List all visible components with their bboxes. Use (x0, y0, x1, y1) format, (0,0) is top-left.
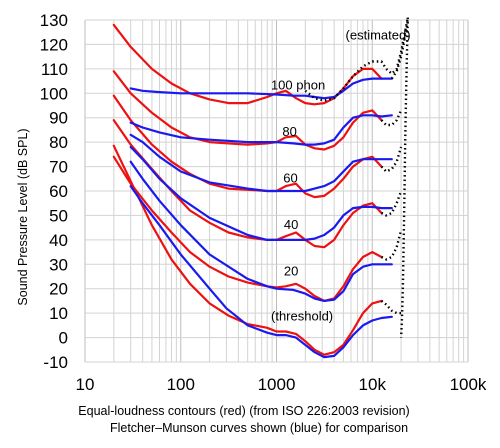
y-tick-label: 70 (49, 158, 68, 177)
x-tick-label: 1000 (258, 375, 296, 394)
y-tick-label: -10 (43, 353, 68, 372)
y-tick-label: 120 (40, 35, 68, 54)
y-axis-label: Sound Pressure Level (dB SPL) (16, 128, 30, 305)
fletcher-curve-11 (129, 185, 393, 359)
y-tick-label: 90 (49, 109, 68, 128)
estimated-curve-14 (390, 19, 409, 80)
caption-line-2: Fletcher–Munson curves shown (blue) for … (110, 421, 408, 435)
y-tick-label: 30 (49, 255, 68, 274)
y-tick-label: 0 (59, 329, 68, 348)
fletcher-curve-10 (129, 160, 393, 302)
fletcher-curve-8 (129, 133, 393, 193)
curve-annotation: 40 (284, 217, 298, 232)
y-tick-label: 110 (41, 60, 68, 79)
curve-annotation: (estimated) (346, 28, 411, 43)
y-tick-label: 60 (49, 182, 68, 201)
curve-annotation: 80 (282, 124, 296, 139)
x-tick-label: 100 (167, 375, 195, 394)
fletcher-curve-9 (129, 145, 393, 241)
fletcher-curve-6 (129, 77, 393, 100)
y-tick-label: 40 (49, 231, 68, 250)
series-layer (112, 17, 409, 359)
iso-curve-2 (112, 94, 383, 199)
caption-line-1: Equal-loudness contours (red) (from ISO … (78, 404, 409, 418)
estimated-curve-17 (380, 190, 403, 217)
iso-curve-5 (112, 144, 383, 356)
curve-annotation: (threshold) (271, 308, 333, 323)
iso-curve-4 (112, 155, 383, 302)
y-tick-label: 130 (40, 11, 68, 30)
curve-annotation: 20 (284, 263, 298, 278)
y-tick-label: 10 (49, 304, 68, 323)
estimated-curve-18 (380, 229, 403, 261)
x-tick-label: 100k (450, 375, 487, 394)
annotations: (estimated) 100 phon 80 60 40 20 (threshold) (271, 28, 411, 324)
curve-annotation: 100 phon (271, 78, 325, 93)
x-tick-label: 10 (76, 375, 95, 394)
estimated-curve-19 (380, 299, 402, 315)
estimated-curve-16 (380, 146, 403, 173)
x-tick-label: 10k (359, 375, 387, 394)
iso-curve-3 (112, 119, 383, 249)
y-tick-label: 80 (49, 133, 68, 152)
y-tick-label: 100 (40, 84, 68, 103)
fletcher-curve-7 (129, 114, 393, 146)
x-tick-labels: 10 100 1000 10k 100k (76, 375, 487, 394)
estimated-curve-12 (304, 17, 409, 102)
iso-curve-1 (112, 70, 383, 151)
y-tick-label: 50 (49, 206, 68, 225)
curve-annotation: 60 (283, 170, 297, 185)
estimated-curve-15 (399, 17, 409, 338)
estimated-curve-13 (380, 109, 403, 127)
iso-curve-0 (112, 23, 383, 106)
y-tick-label: 20 (49, 280, 68, 299)
